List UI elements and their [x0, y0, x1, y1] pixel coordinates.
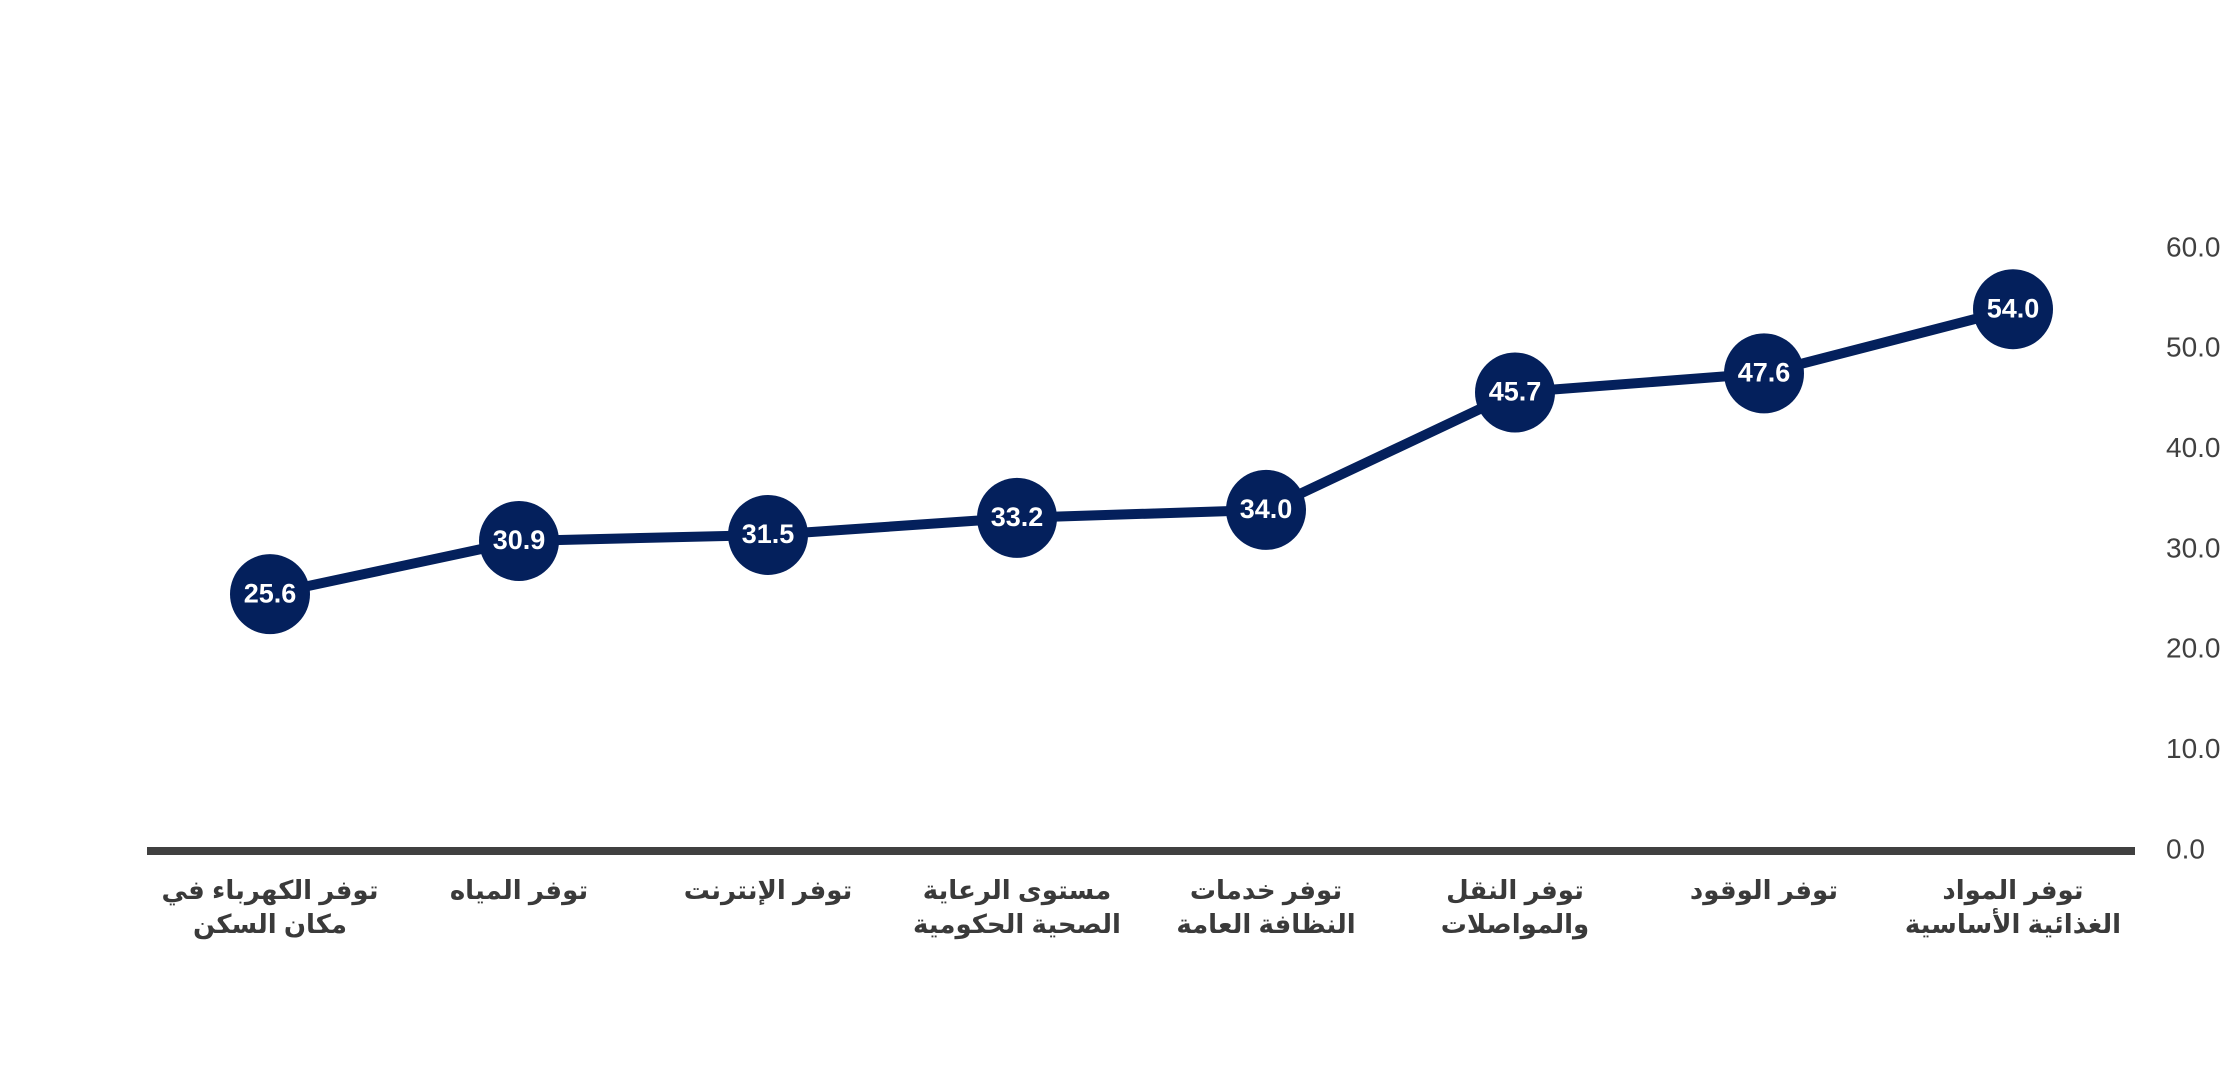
x-tick-label: توفر الإنترنت: [683, 875, 853, 905]
x-tick-label: توفر النقل والمواصلات: [1440, 875, 1590, 939]
x-tick-label: توفر المياه: [449, 875, 589, 905]
data-point: [479, 500, 559, 581]
x-tick-label: توفر الوقود: [1689, 875, 1839, 905]
x-tick-label: توفر الكهرباء في مكان السكن: [161, 875, 379, 939]
data-label: 34.0: [1240, 494, 1293, 524]
y-tick-label: 10.0: [2166, 733, 2221, 764]
y-tick-label: 30.0: [2166, 532, 2221, 563]
data-point: [977, 477, 1057, 558]
data-point: [728, 494, 808, 575]
data-label: 25.6: [244, 578, 297, 608]
data-label: 54.0: [1987, 293, 2040, 323]
y-tick-label: 60.0: [2166, 231, 2221, 262]
data-point: [1226, 469, 1306, 550]
x-tick-label: توفر المواد الغذائية الأساسية: [1904, 875, 2122, 939]
y-tick-label: 40.0: [2166, 432, 2221, 463]
data-line: [268, 304, 2015, 600]
data-point: [1475, 352, 1555, 433]
data-label: 45.7: [1489, 377, 1542, 407]
data-point: [230, 554, 310, 635]
y-tick-label: 50.0: [2166, 332, 2221, 363]
x-tick-label: توفر خدمات النظافة العامة: [1176, 875, 1356, 939]
y-tick-label: 0.0: [2166, 833, 2205, 864]
data-label: 30.9: [493, 525, 546, 555]
y-tick-label: 20.0: [2166, 633, 2221, 664]
data-label: 31.5: [742, 519, 795, 549]
data-label: 47.6: [1738, 358, 1791, 388]
x-tick-label: مستوى الرعاية الصحية الحكومية: [913, 875, 1121, 939]
data-point: [1724, 333, 1804, 414]
data-point: [1973, 269, 2053, 350]
data-label: 33.2: [991, 502, 1044, 532]
